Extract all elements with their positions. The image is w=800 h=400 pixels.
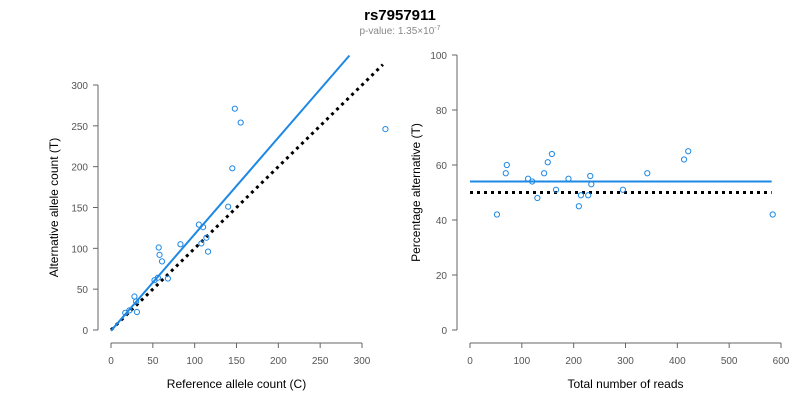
x-tick-label: 50	[147, 356, 159, 367]
x-tick-label: 500	[721, 356, 738, 367]
x-tick-label: 0	[108, 356, 114, 367]
data-point	[680, 156, 688, 163]
data-point	[237, 119, 244, 126]
data-point	[164, 275, 171, 282]
data-point	[588, 181, 595, 188]
x-axis-label: Total number of reads	[567, 377, 683, 391]
data-point	[769, 211, 776, 218]
y-tick-label: 300	[71, 81, 88, 92]
y-tick-label: 0	[82, 326, 88, 337]
x-tick-label: 250	[312, 356, 329, 367]
data-point	[158, 258, 166, 265]
x-tick-label: 300	[617, 356, 634, 367]
x-tick-label: 200	[270, 356, 287, 367]
data-point	[133, 308, 141, 316]
x-tick-label: 150	[228, 356, 245, 367]
data-point	[502, 170, 509, 177]
y-tick-label: 50	[77, 285, 89, 296]
data-point	[544, 159, 551, 166]
data-point	[225, 203, 232, 210]
left-panel: 0 50 100 150 200 250 300 0 50 100 150 200 250 300 Refe…	[47, 54, 389, 391]
x-tick-label: 600	[773, 356, 790, 367]
data-point	[685, 148, 692, 155]
data-point	[154, 274, 161, 281]
data-point	[503, 161, 510, 169]
y-tick-label: 100	[71, 244, 88, 255]
data-point	[198, 240, 205, 247]
y-tick-label: 100	[430, 51, 447, 62]
y-tick-label: 80	[436, 106, 448, 117]
data-point	[231, 105, 238, 112]
data-point	[585, 192, 592, 199]
data-point	[534, 194, 541, 202]
x-tick-label: 100	[186, 356, 203, 367]
data-point	[155, 244, 162, 251]
x-tick-label: 200	[565, 356, 582, 367]
y-axis-label: Percentage alternative (T)	[409, 123, 423, 262]
chart-title: rs7957911	[364, 7, 436, 24]
data-point	[529, 178, 536, 185]
data-point	[199, 224, 207, 231]
x-axis-label: Reference allele count (C)	[167, 377, 306, 391]
data-point	[552, 186, 560, 193]
p-value-subtitle: p-value: 1.35×10-7	[359, 25, 440, 37]
data-point	[133, 298, 140, 305]
x-tick-label: 100	[513, 356, 530, 367]
data-point	[619, 186, 627, 193]
data-point	[156, 251, 163, 258]
data-point	[577, 192, 585, 199]
y-tick-label: 0	[441, 326, 447, 337]
data-point	[587, 172, 594, 180]
data-point	[126, 307, 133, 314]
data-point	[204, 248, 212, 255]
data-point	[177, 241, 184, 248]
data-point	[548, 150, 555, 158]
fit-line	[110, 54, 351, 332]
data-point	[575, 203, 582, 210]
y-tick-label: 200	[71, 163, 88, 174]
x-tick-label: 400	[669, 356, 686, 367]
right-panel: 0 100 200 300 400 500 600 0 20 40 60 80 100 Total num…	[409, 51, 790, 391]
x-tick-label: 0	[467, 356, 473, 367]
y-axis-label: Alternative allele count (T)	[47, 138, 61, 277]
p-value-text: p-value: 1.35×10	[359, 26, 434, 37]
data-point	[203, 234, 210, 241]
y-tick-label: 60	[436, 161, 448, 172]
data-point	[565, 175, 572, 182]
data-point	[493, 211, 501, 218]
reference-line	[109, 63, 384, 332]
data-point	[541, 170, 548, 177]
y-tick-label: 250	[71, 122, 88, 133]
y-tick-label: 40	[436, 216, 448, 227]
data-point	[382, 126, 389, 133]
data-point	[229, 165, 236, 172]
y-tick-label: 150	[71, 204, 88, 215]
data-point	[644, 170, 651, 177]
data-point	[524, 175, 532, 182]
x-tick-label: 300	[354, 356, 371, 367]
y-tick-label: 20	[436, 271, 448, 282]
p-value-exponent: -7	[434, 25, 440, 32]
